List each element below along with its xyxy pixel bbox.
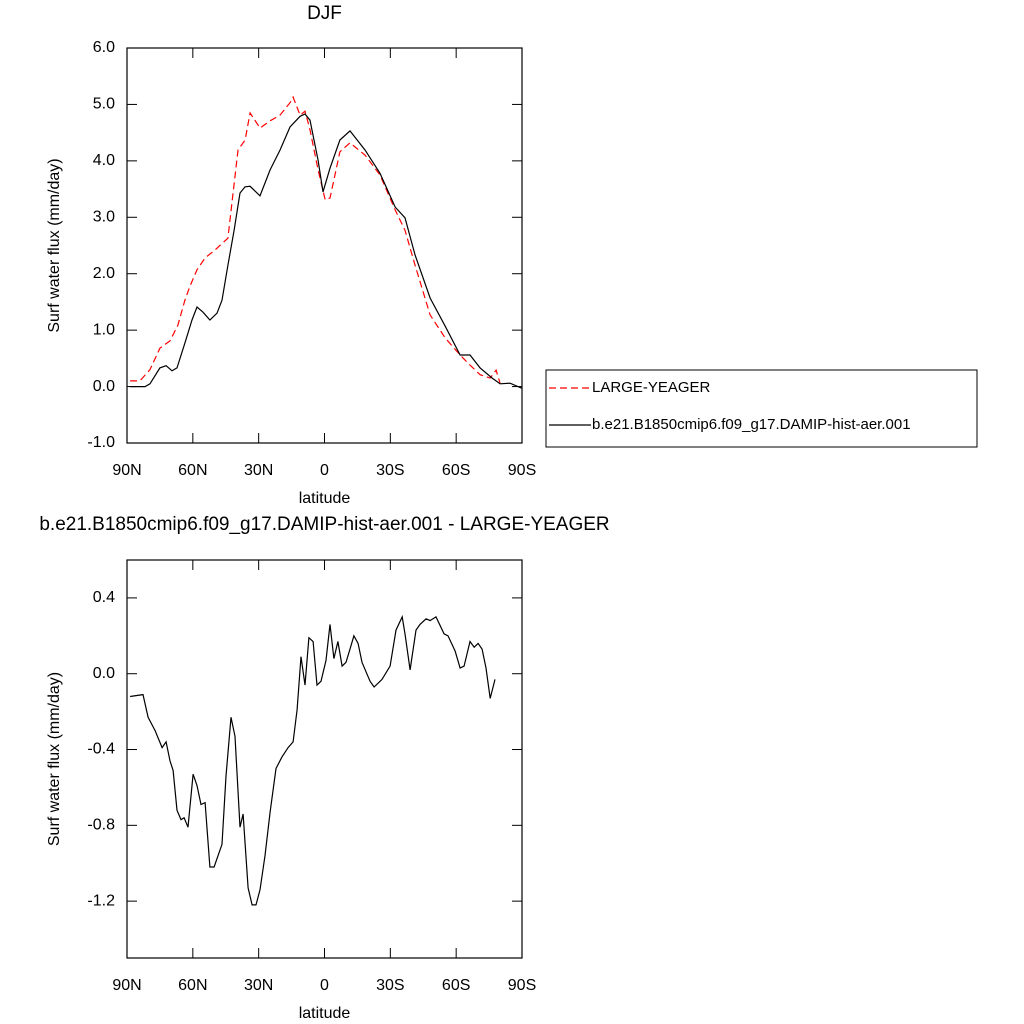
x-tick-label: 60S — [442, 462, 470, 479]
x-tick-label: 60N — [178, 977, 207, 994]
legend-box — [545, 369, 978, 448]
x-tick-label: 90N — [112, 462, 141, 479]
y-tick-label: 5.0 — [93, 96, 115, 113]
x-tick-label: 0 — [320, 977, 329, 994]
plot-frame — [126, 559, 523, 959]
series-line — [130, 614, 496, 906]
x-tick-label: 90S — [508, 977, 536, 994]
x-tick-label: 90S — [508, 462, 536, 479]
y-tick-label: 1.0 — [93, 321, 115, 338]
y-tick-label: -1.2 — [87, 892, 115, 909]
x-tick-label: 30N — [244, 462, 273, 479]
x-axis-label: latitude — [299, 490, 351, 507]
x-tick-label: 0 — [320, 462, 329, 479]
y-tick-label: 0.4 — [93, 589, 115, 606]
y-tick-label: 4.0 — [93, 152, 115, 169]
y-tick-label: 0.0 — [93, 665, 115, 682]
y-tick-label: -0.4 — [87, 741, 115, 758]
y-axis-label: Surf water flux (mm/day) — [46, 672, 63, 846]
legend-label: b.e21.B1850cmip6.f09_g17.DAMIP-hist-aer.… — [592, 416, 911, 433]
x-tick-label: 30S — [376, 977, 404, 994]
x-tick-label: 60N — [178, 462, 207, 479]
series-line — [130, 95, 501, 384]
x-tick-label: 30S — [376, 462, 404, 479]
legend-label: LARGE-YEAGER — [592, 379, 711, 396]
y-tick-label: 3.0 — [93, 209, 115, 226]
chart-title: b.e21.B1850cmip6.f09_g17.DAMIP-hist-aer.… — [39, 514, 609, 535]
series-line — [130, 113, 523, 389]
y-tick-label: 6.0 — [93, 39, 115, 56]
y-tick-label: 2.0 — [93, 265, 115, 282]
x-tick-label: 30N — [244, 977, 273, 994]
x-tick-label: 60S — [442, 977, 470, 994]
plot-frame — [126, 47, 523, 444]
y-tick-label: 0.0 — [93, 378, 115, 395]
x-tick-label: 90N — [112, 977, 141, 994]
y-axis-label: Surf water flux (mm/day) — [46, 158, 63, 332]
y-tick-label: -0.8 — [87, 817, 115, 834]
y-tick-label: -1.0 — [87, 434, 115, 451]
x-axis-label: latitude — [299, 1005, 351, 1022]
chart-title: DJF — [307, 3, 342, 24]
